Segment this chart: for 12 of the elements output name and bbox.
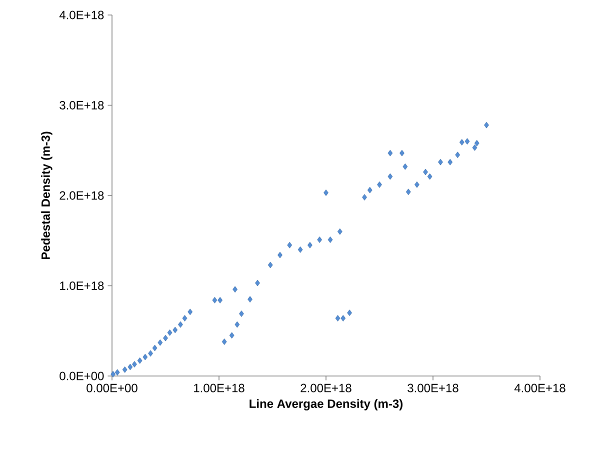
x-tick-label: 0.00E+00 — [86, 384, 138, 392]
y-axis-title: Pedestal Density (m-3) — [41, 132, 52, 260]
x-axis-title: Line Avergae Density (m-3) — [250, 399, 403, 410]
y-tick-label: 3.0E+18 — [60, 100, 104, 110]
x-tick-label: 4.00E+18 — [514, 384, 566, 392]
x-tick-label: 2.00E+18 — [300, 384, 352, 392]
x-tick-label: 3.00E+18 — [408, 384, 458, 392]
y-tick-label: 2.0E+18 — [60, 191, 104, 200]
y-tick-label: 1.0E+18 — [60, 281, 104, 290]
x-tick-label: 1.00E+18 — [194, 384, 244, 392]
y-tick-label: 0.0E+00 — [60, 372, 104, 380]
y-tick-label: 4.0E+18 — [59, 10, 104, 20]
